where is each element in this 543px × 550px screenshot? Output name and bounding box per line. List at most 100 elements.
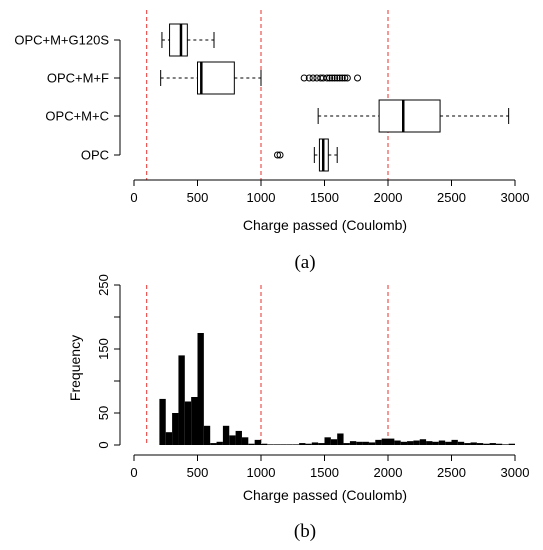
histogram-bar (191, 397, 198, 445)
histogram-bar (330, 439, 338, 445)
outlier-point (336, 74, 344, 82)
outlier-point (343, 74, 351, 82)
histogram-bar (229, 435, 236, 445)
histogram-bar (489, 443, 496, 445)
histogram-bar (222, 425, 230, 445)
histogram-bar (311, 442, 319, 445)
histogram-bar (286, 444, 293, 445)
x-axis: 0 500 1000 1500 2000 2500 3000 (130, 454, 530, 480)
histogram-bar (375, 439, 382, 445)
histogram-bar (184, 401, 192, 445)
histogram-panel: 0 500 1000 1500 2000 2500 3000 0 50 150 250 Charg… (67, 274, 529, 542)
histogram-bar (241, 437, 249, 445)
histogram-bar (165, 432, 173, 445)
histogram-bar (248, 443, 255, 445)
histogram-bar (292, 444, 300, 445)
histogram-bar (349, 441, 357, 445)
outlier-point (323, 74, 331, 82)
histogram-bar (432, 441, 439, 445)
y-axis: OPC+M+G120S OPC+M+F OPC+M+C OPC (14, 33, 121, 163)
y-tick-label: 250 (96, 274, 111, 296)
histogram-bars (159, 333, 515, 445)
histogram-bar (305, 443, 312, 445)
histogram-bar (470, 442, 477, 445)
y-axis: 0 50 150 250 (96, 274, 121, 449)
x-tick-label: 3000 (501, 190, 530, 205)
histogram-bar (318, 443, 325, 445)
histogram-bar (356, 441, 363, 445)
outlier-point (338, 74, 346, 82)
y-tick-label: 50 (96, 406, 111, 420)
box (197, 61, 235, 95)
histogram-bar (267, 444, 274, 445)
histogram-bar (280, 444, 287, 445)
x-tick-label: 1000 (247, 465, 276, 480)
histogram-bar (413, 440, 420, 445)
boxplot-panel: 0 500 1000 1500 2000 2500 3000 OPC+M+G120S OPC+… (14, 10, 529, 273)
histogram-bar (362, 441, 369, 445)
reference-lines (146, 10, 389, 180)
histogram-bar (502, 444, 509, 445)
histogram-bar (426, 441, 433, 445)
x-tick-label: 2000 (374, 190, 403, 205)
histogram-bar (495, 443, 503, 445)
panel-caption: (b) (294, 521, 316, 542)
histogram-bar (299, 443, 306, 445)
histogram-bar (508, 443, 515, 445)
outlier-point (305, 74, 313, 82)
outlier-point (309, 74, 317, 82)
x-tick-label: 1000 (247, 190, 276, 205)
histogram-bar (261, 443, 268, 445)
outlier-point (326, 74, 334, 82)
x-tick-label: 500 (187, 190, 209, 205)
box (169, 23, 188, 57)
y-tick-label: 150 (96, 338, 111, 360)
histogram-bar (419, 439, 427, 445)
x-tick-label: 3000 (501, 465, 530, 480)
y-tick-label: OPC+M+G120S (14, 33, 109, 48)
histogram-bar (381, 438, 388, 445)
x-tick-label: 1500 (310, 465, 339, 480)
histogram-bar (197, 333, 204, 445)
histogram-bar (235, 430, 242, 445)
y-tick-label: OPC+M+F (47, 71, 109, 86)
reference-lines (146, 285, 389, 445)
x-tick-label: 0 (130, 190, 137, 205)
panel-caption: (a) (294, 252, 315, 273)
outlier-point (331, 74, 339, 82)
histogram-bar (445, 441, 452, 445)
x-tick-label: 2500 (437, 190, 466, 205)
histogram-bar (324, 437, 331, 445)
histogram-bar (400, 441, 408, 445)
x-tick-label: 0 (130, 465, 137, 480)
x-tick-label: 1500 (310, 190, 339, 205)
x-axis-title: Charge passed (Coulomb) (243, 487, 407, 503)
y-tick-label: 0 (96, 441, 111, 448)
outlier-point (328, 74, 336, 82)
outlier-point (333, 74, 341, 82)
histogram-bar (337, 433, 344, 445)
outlier-point (341, 74, 349, 82)
histogram-bar (407, 441, 414, 445)
outlier-point (274, 151, 282, 159)
histogram-bar (476, 443, 484, 445)
outlier-point (300, 74, 308, 82)
histogram-bar (343, 443, 350, 445)
histogram-bar (172, 413, 179, 445)
x-axis: 0 500 1000 1500 2000 2500 3000 (130, 179, 530, 205)
y-axis-title: Frequency (67, 335, 83, 401)
outlier-point (276, 151, 284, 159)
histogram-bar (254, 439, 261, 445)
boxplot-boxes (160, 23, 510, 172)
box (378, 99, 441, 133)
histogram-bar (388, 438, 395, 445)
histogram-bar (273, 444, 281, 445)
x-tick-label: 2000 (374, 465, 403, 480)
histogram-bar (451, 439, 458, 445)
outlier-point (354, 74, 362, 82)
y-tick-label: OPC+M+C (45, 109, 109, 124)
histogram-bar (216, 441, 223, 445)
histogram-bar (368, 442, 376, 445)
histogram-bar (457, 441, 465, 445)
x-axis-title: Charge passed (Coulomb) (243, 217, 407, 233)
